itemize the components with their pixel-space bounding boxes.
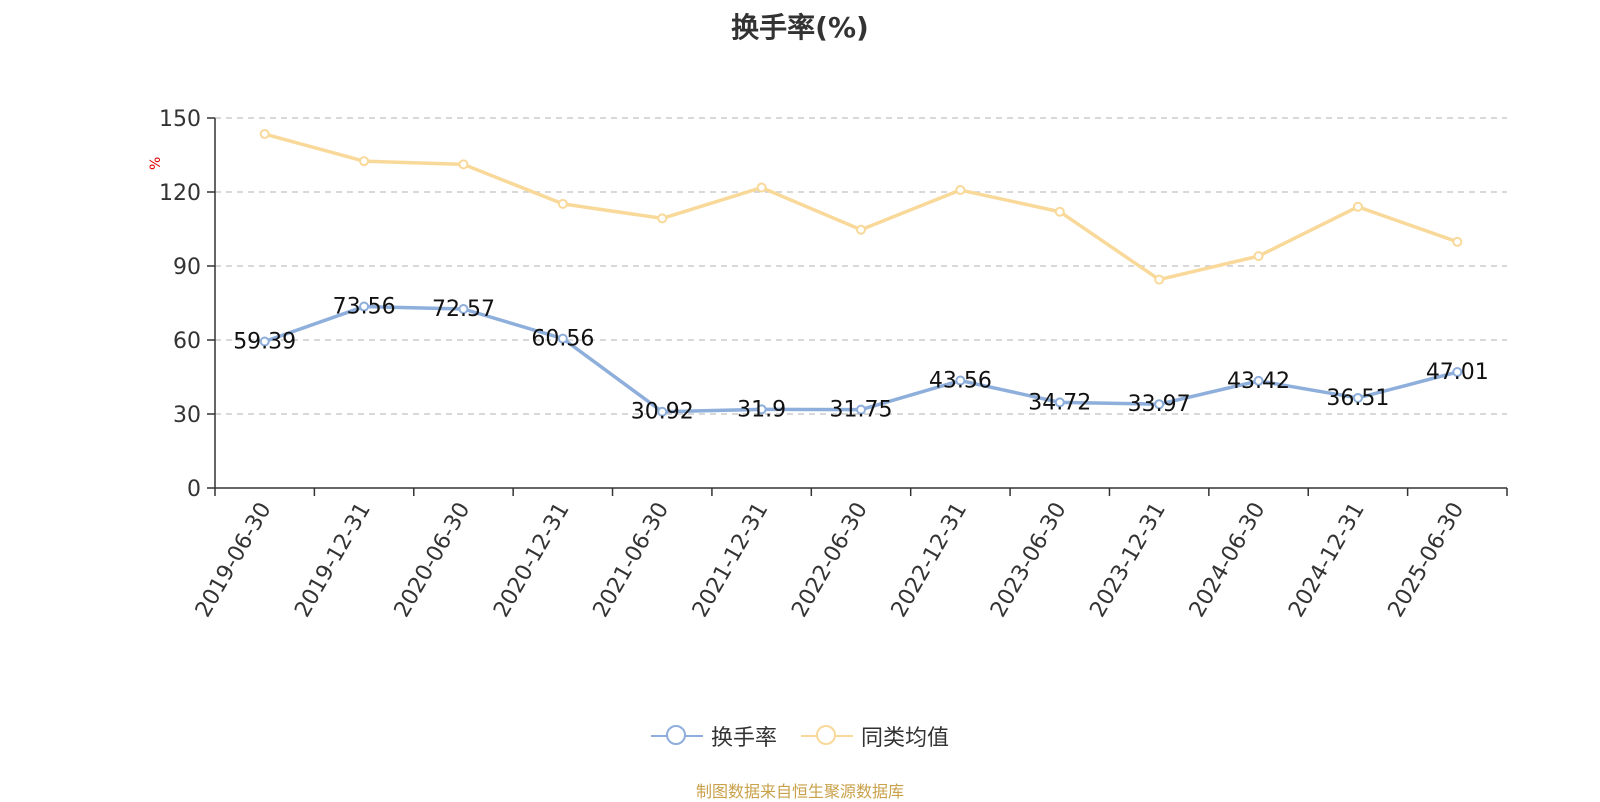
legend-dot xyxy=(816,725,836,745)
legend-item-turnover[interactable]: 换手率 xyxy=(650,720,777,752)
x-tick-label: 2023-06-30 xyxy=(986,498,1072,621)
data-point-1 xyxy=(458,159,469,170)
legend-swatch-peer-average xyxy=(801,723,853,749)
data-label: 43.42 xyxy=(1227,369,1290,394)
x-tick-label: 2019-12-31 xyxy=(290,498,376,621)
series-line-0 xyxy=(264,304,1458,414)
legend-label-peer-average: 同类均值 xyxy=(861,726,950,751)
y-tick-label: 60 xyxy=(173,329,201,354)
data-point-0 xyxy=(657,406,668,417)
data-label: 59.39 xyxy=(233,330,296,355)
data-label: 73.56 xyxy=(333,295,396,320)
data-label: 36.51 xyxy=(1326,386,1389,411)
legend: 换手率 同类均值 xyxy=(0,720,1600,752)
data-label: 30.92 xyxy=(631,400,694,425)
data-point-0 xyxy=(259,336,270,347)
data-point-1 xyxy=(259,129,270,140)
data-point-1 xyxy=(1154,274,1165,285)
y-tick-label: 150 xyxy=(159,107,201,132)
data-point-0 xyxy=(458,303,469,314)
data-point-1 xyxy=(359,156,370,167)
data-point-1 xyxy=(1452,236,1463,247)
series-line-1 xyxy=(264,132,1458,282)
x-tick-label: 2020-06-30 xyxy=(390,498,476,621)
data-point-1 xyxy=(955,185,966,196)
data-source-note: 制图数据来自恒生聚源数据库 xyxy=(695,782,904,801)
data-label: 60.56 xyxy=(531,327,594,352)
data-point-1 xyxy=(1253,251,1264,262)
y-tick-label: 90 xyxy=(173,255,201,280)
y-tick-label: 120 xyxy=(159,181,201,206)
data-label: 33.97 xyxy=(1128,392,1191,417)
legend-swatch-turnover xyxy=(650,723,703,749)
x-tick-label: 2021-06-30 xyxy=(589,498,675,621)
data-point-1 xyxy=(657,213,668,224)
data-label: 34.72 xyxy=(1028,390,1091,415)
data-label: 47.01 xyxy=(1426,360,1489,385)
data-point-0 xyxy=(756,404,767,415)
data-point-1 xyxy=(1054,206,1065,217)
data-label: 31.75 xyxy=(830,398,893,423)
x-tick-label: 2024-06-30 xyxy=(1185,498,1271,621)
data-point-0 xyxy=(1253,375,1264,386)
x-tick-label: 2022-12-31 xyxy=(887,498,973,621)
legend-dot xyxy=(665,725,686,745)
x-tick-label: 2021-12-31 xyxy=(688,498,774,621)
x-tick-label: 2024-12-31 xyxy=(1284,498,1370,621)
x-tick-label: 2025-06-30 xyxy=(1384,498,1470,621)
data-label: 72.57 xyxy=(432,297,495,322)
data-point-1 xyxy=(756,182,767,193)
data-point-0 xyxy=(1352,392,1363,403)
data-label: 31.9 xyxy=(737,397,786,422)
data-point-0 xyxy=(557,333,568,344)
x-tick-label: 2022-06-30 xyxy=(787,498,873,621)
data-point-0 xyxy=(1054,397,1065,408)
data-point-1 xyxy=(1352,201,1363,212)
data-point-1 xyxy=(557,198,568,209)
data-point-0 xyxy=(1154,399,1165,410)
data-label: 43.56 xyxy=(929,369,992,394)
data-point-0 xyxy=(856,404,866,415)
data-point-0 xyxy=(1452,367,1463,378)
x-tick-label: 2020-12-31 xyxy=(489,498,575,621)
legend-item-peer-average[interactable]: 同类均值 xyxy=(801,720,949,752)
y-tick-label: 30 xyxy=(173,403,201,428)
legend-label-turnover: 换手率 xyxy=(710,726,777,751)
chart-title: 换手率(%) xyxy=(731,11,869,44)
data-point-0 xyxy=(955,375,966,386)
x-tick-label: 2023-12-31 xyxy=(1085,498,1171,621)
y-tick-label: 0 xyxy=(187,477,201,502)
x-tick-label: 2019-06-30 xyxy=(191,498,277,621)
data-point-0 xyxy=(359,301,370,312)
data-point-1 xyxy=(856,224,866,235)
